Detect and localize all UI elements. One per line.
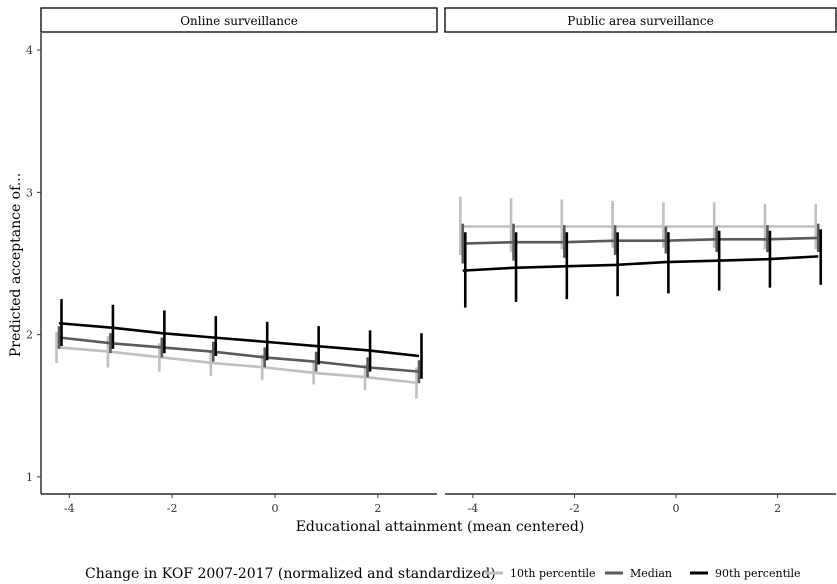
series-90th-percentile [462,229,823,308]
panel-strip [444,7,837,33]
series-line [462,255,819,272]
series-10th-percentile [55,331,420,399]
y-axis-title: Predicted acceptance of... [8,173,24,357]
y-tick-label: 2 [26,329,33,342]
panel-2: Public area surveillance [444,7,837,308]
x-tick-label: 2 [774,502,781,515]
series-line [462,236,819,245]
legend: Change in KOF 2007-2017 (normalized and … [85,566,801,582]
x-tick-label: -2 [569,502,580,515]
x-axis-title: Educational attainment (mean centered) [296,519,585,535]
panel-1: Online surveillance [40,7,438,399]
panel-strip [40,7,438,33]
x-tick-label: 0 [673,502,680,515]
y-tick-label: 1 [26,471,33,484]
legend-item: 90th percentile [690,567,801,580]
legend-item: 10th percentile [485,567,596,580]
series-line [58,346,420,385]
series-median [57,326,421,384]
x-tick-label: 0 [272,502,279,515]
series-90th-percentile [58,299,423,379]
y-tick-label: 3 [26,186,33,199]
series-median [461,223,820,264]
panel-title: Public area surveillance [567,14,713,28]
legend-label: Median [630,567,672,580]
x-tick-label: 2 [374,502,381,515]
legend-title: Change in KOF 2007-2017 (normalized and … [85,566,496,582]
legend-label: 10th percentile [510,567,596,580]
series-line [58,336,420,373]
x-tick-label: -4 [468,502,479,515]
legend-label: 90th percentile [715,567,801,580]
series-line [58,321,420,358]
x-tick-label: -2 [167,502,178,515]
panel-title: Online surveillance [180,14,298,28]
x-tick-label: -4 [64,502,75,515]
axes-layer: -4 -2 0 2 -4 -2 0 2 1 2 3 4 [26,33,836,515]
legend-item: Median [605,567,672,580]
y-tick-label: 4 [26,44,33,57]
panels-layer: Online surveillance Public area surveilla… [40,7,837,399]
